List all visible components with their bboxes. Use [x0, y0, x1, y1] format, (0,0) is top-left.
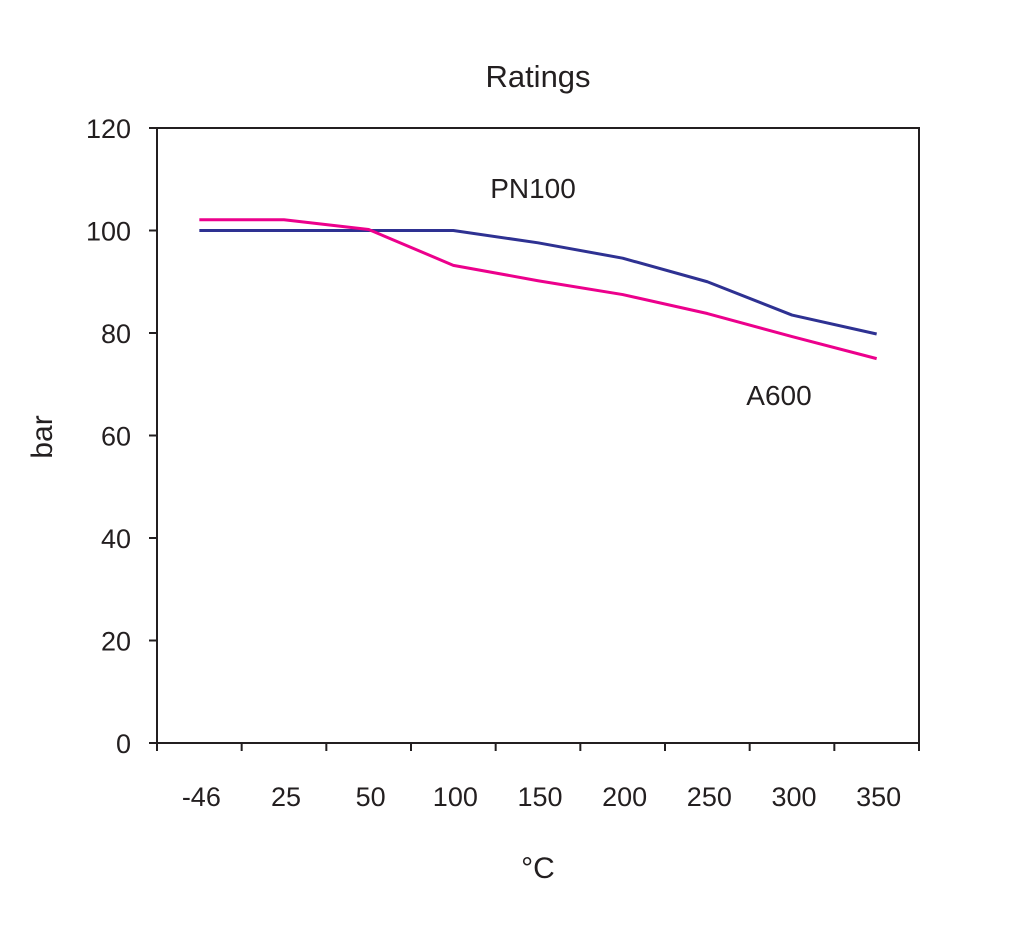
series-line-pn100 — [199, 229, 877, 336]
series-line-a600 — [199, 218, 878, 361]
x-tick-label: 350 — [856, 782, 901, 812]
annotation-a600: A600 — [746, 380, 811, 411]
x-tick-label: -46 — [182, 782, 221, 812]
y-tick-label: 120 — [86, 114, 131, 144]
x-tick-label: 25 — [271, 782, 301, 812]
y-tick-label: 0 — [116, 729, 131, 759]
y-axis: 0 20 40 60 80 100 120 — [86, 114, 157, 759]
x-tick-label: 250 — [687, 782, 732, 812]
x-tick-label: 50 — [356, 782, 386, 812]
x-tick-label: 150 — [517, 782, 562, 812]
series-lines — [199, 218, 878, 361]
x-tick-label: 100 — [433, 782, 478, 812]
x-axis: -46 25 50 100 150 200 250 300 350 — [156, 743, 920, 812]
y-tick-label: 100 — [86, 217, 131, 247]
annotation-pn100: PN100 — [490, 173, 576, 204]
x-axis-label: °C — [521, 852, 555, 885]
y-tick-label: 40 — [101, 524, 131, 554]
y-tick-label: 20 — [101, 627, 131, 657]
x-tick-label: 200 — [602, 782, 647, 812]
y-tick-label: 60 — [101, 422, 131, 452]
y-tick-label: 80 — [101, 319, 131, 349]
x-tick-label: 300 — [771, 782, 816, 812]
chart-title: Ratings — [485, 59, 590, 94]
y-axis-label: bar — [26, 415, 59, 458]
